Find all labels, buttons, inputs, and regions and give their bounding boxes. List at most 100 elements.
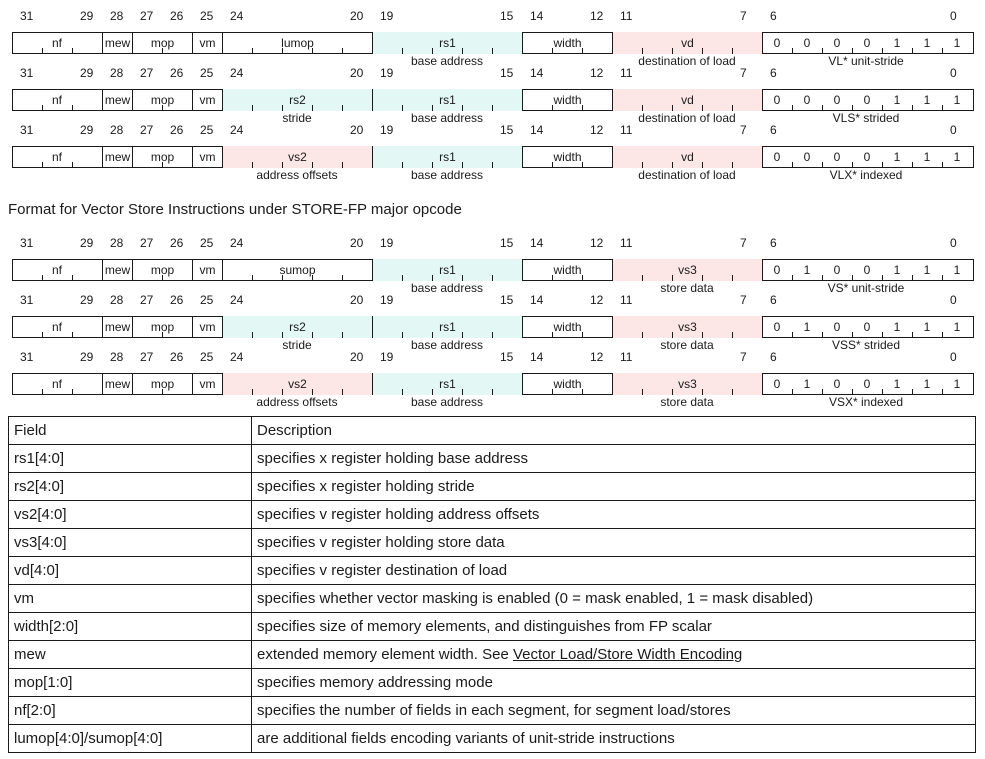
field-caption-rs1: base address	[410, 111, 484, 125]
bit-tick	[552, 105, 553, 111]
bit-position-label: 26	[170, 123, 184, 137]
opcode-bit: 0	[833, 93, 841, 107]
bit-position-label: 11	[620, 66, 633, 80]
field-caption-f24: stride	[282, 338, 312, 352]
bit-tick	[72, 48, 73, 54]
bit-position-label: 11	[620, 236, 633, 250]
bit-tick	[912, 332, 913, 338]
bit-position-label: 12	[590, 350, 604, 364]
opcode-bit: 1	[953, 377, 961, 391]
bit-tick	[792, 332, 793, 338]
field-bits-24-20: rs2	[222, 316, 372, 338]
bit-position-label: 0	[950, 293, 957, 307]
field-width: width	[522, 373, 612, 395]
field-width: width	[522, 146, 612, 168]
bit-tick	[162, 105, 163, 111]
field-description: specifies v register destination of load	[251, 556, 976, 585]
opcode-bit: 0	[833, 150, 841, 164]
opcode-bit: 0	[833, 320, 841, 334]
encoding-row: 31 29 28 27 26 25 24 20 19 15 14 12 11 7 6 0 nf mew mop vm v…	[0, 350, 985, 408]
bit-position-label: 24	[230, 293, 244, 307]
opcode-bit: 1	[893, 36, 901, 50]
bit-tick	[312, 332, 313, 338]
field-caption-f24: stride	[282, 111, 312, 125]
width-encoding-link[interactable]: Vector Load/Store Width Encoding	[512, 646, 743, 663]
bit-position-label: 11	[620, 293, 633, 307]
bit-tick	[672, 48, 673, 54]
field-caption-f11: destination of load	[638, 168, 736, 182]
bit-position-label: 25	[200, 9, 214, 23]
field-description: specifies the number of fields in each s…	[251, 696, 976, 725]
bit-position-label: 24	[230, 66, 244, 80]
bit-tick	[432, 162, 433, 168]
field-name: lumop[4:0]/sumop[4:0]	[8, 724, 252, 753]
table-row: rs2[4:0] specifies x register holding st…	[8, 472, 976, 501]
opcode-bit: 0	[803, 150, 811, 164]
field-caption-op: VS* unit-stride	[827, 281, 905, 295]
field-opcode	[762, 89, 973, 111]
bit-tick	[252, 105, 253, 111]
bit-position-label: 0	[950, 123, 957, 137]
field-description: specifies x register holding stride	[251, 472, 976, 501]
opcode-bit: 0	[833, 263, 841, 277]
bit-tick	[642, 105, 643, 111]
bit-position-label: 0	[950, 236, 957, 250]
field-caption-rs1: base address	[410, 54, 484, 68]
field-vm: vm	[192, 146, 222, 168]
encoding-row: 31 29 28 27 26 25 24 20 19 15 14 12 11 7 6 0 nf mew mop vm r…	[0, 293, 985, 352]
field-mew: mew	[102, 32, 132, 54]
bit-tick	[552, 48, 553, 54]
field-caption-op: VLX* indexed	[829, 168, 903, 182]
field-width: width	[522, 259, 612, 281]
field-description-table: Field Description rs1[4:0] specifies x r…	[8, 416, 976, 753]
bit-position-label: 15	[500, 9, 514, 23]
bit-tick	[882, 48, 883, 54]
bit-tick	[252, 332, 253, 338]
bit-tick	[72, 162, 73, 168]
field-opcode	[762, 146, 973, 168]
field-vm: vm	[192, 32, 222, 54]
bit-position-label: 14	[530, 9, 544, 23]
bit-position-label: 28	[110, 9, 124, 23]
bit-tick	[672, 105, 673, 111]
bit-tick	[702, 48, 703, 54]
bit-tick	[822, 389, 823, 395]
bit-tick	[462, 162, 463, 168]
bit-position-label: 19	[380, 350, 394, 364]
bit-tick	[852, 275, 853, 281]
bit-tick	[942, 48, 943, 54]
table-row: vd[4:0] specifies v register destination…	[8, 556, 976, 585]
field-name: width[2:0]	[8, 612, 252, 641]
bit-position-label: 25	[200, 66, 214, 80]
bit-position-label: 28	[110, 123, 124, 137]
bit-tick	[72, 332, 73, 338]
bit-position-label: 12	[590, 293, 604, 307]
bit-tick	[792, 162, 793, 168]
bit-position-label: 29	[80, 9, 94, 23]
opcode-bit: 0	[773, 150, 781, 164]
field-width: width	[522, 316, 612, 338]
bit-position-label: 27	[140, 9, 154, 23]
field-description: are additional fields encoding variants …	[251, 724, 976, 753]
bit-tick	[552, 389, 553, 395]
bit-position-label: 27	[140, 350, 154, 364]
bit-tick	[162, 332, 163, 338]
bit-tick	[642, 389, 643, 395]
bit-tick	[642, 48, 643, 54]
bit-position-label: 6	[770, 293, 777, 307]
opcode-bit: 0	[803, 93, 811, 107]
table-row: vm specifies whether vector masking is e…	[8, 584, 976, 613]
bit-tick	[342, 389, 343, 395]
bit-position-label: 11	[620, 123, 633, 137]
bit-tick	[492, 332, 493, 338]
bit-position-label: 24	[230, 236, 244, 250]
table-row: mew extended memory element width. See V…	[8, 640, 976, 669]
bit-tick	[792, 389, 793, 395]
bit-tick	[492, 48, 493, 54]
bit-tick	[732, 48, 733, 54]
bit-position-label: 25	[200, 123, 214, 137]
bit-position-label: 6	[770, 123, 777, 137]
bit-tick	[822, 105, 823, 111]
field-caption-rs1: base address	[410, 338, 484, 352]
field-bits-24-20: vs2	[222, 373, 372, 395]
